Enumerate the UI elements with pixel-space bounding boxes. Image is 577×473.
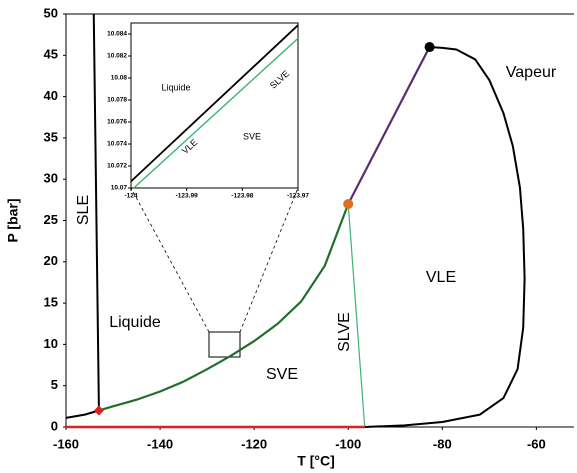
zoom-connector [130,187,210,333]
y-tick-label: 10.08 [111,75,128,82]
x-tick-label: -60 [527,436,546,451]
annotation: Vapeur [506,64,557,81]
y-tick-label: 30 [44,171,58,186]
x-tick-label: -140 [147,436,173,451]
annotation: Liquide [161,82,190,92]
y-tick-label: 10.072 [107,163,127,170]
series-line [133,37,299,189]
annotation: SVE [266,366,298,383]
x-tick-label: -123.98 [231,193,253,200]
point-marker [343,198,354,209]
y-tick-label: 25 [44,212,58,227]
x-tick-label: -100 [335,436,361,451]
x-tick-label: -80 [433,436,452,451]
point-marker [424,42,435,53]
y-tick-label: 10.074 [107,141,127,148]
y-axis-title: P [bar] [5,198,21,242]
y-tick-label: 10.082 [107,53,127,60]
x-axis-title: T [°C] [297,453,334,469]
y-tick-label: 5 [51,377,58,392]
series-line [347,203,366,428]
y-tick-label: 45 [44,47,58,62]
y-tick-label: 10 [44,336,58,351]
series-line [364,46,526,428]
x-tick-label: -160 [53,436,79,451]
x-tick-label: -123.97 [287,193,309,200]
y-tick-label: 15 [44,295,58,310]
series-line [347,46,431,205]
x-tick-label: -120 [241,436,267,451]
y-tick-label: 40 [44,88,58,103]
zoom-connector [239,187,299,333]
y-tick-label: 10.076 [107,119,127,126]
annotation: VLE [426,269,456,286]
zoom-box [208,331,241,358]
annotation: SVE [243,131,261,141]
series-line [98,203,350,412]
series-line [92,13,100,411]
y-tick-label: 20 [44,253,58,268]
y-tick-label: 10.07 [111,185,128,192]
y-tick-label: 10.078 [107,97,127,104]
series-line [130,24,299,183]
annotation: SLVE [336,312,353,352]
annotation: Liquide [109,314,161,331]
y-tick-label: 50 [44,5,58,20]
annotation: SLE [75,195,92,225]
y-tick-label: 35 [44,129,58,144]
series-line [65,409,100,419]
point-marker [93,405,104,416]
x-tick-label: -123.99 [176,193,198,200]
x-tick-label: -124 [124,193,137,200]
y-tick-label: 10.084 [107,31,127,38]
y-tick-label: 0 [51,418,58,433]
